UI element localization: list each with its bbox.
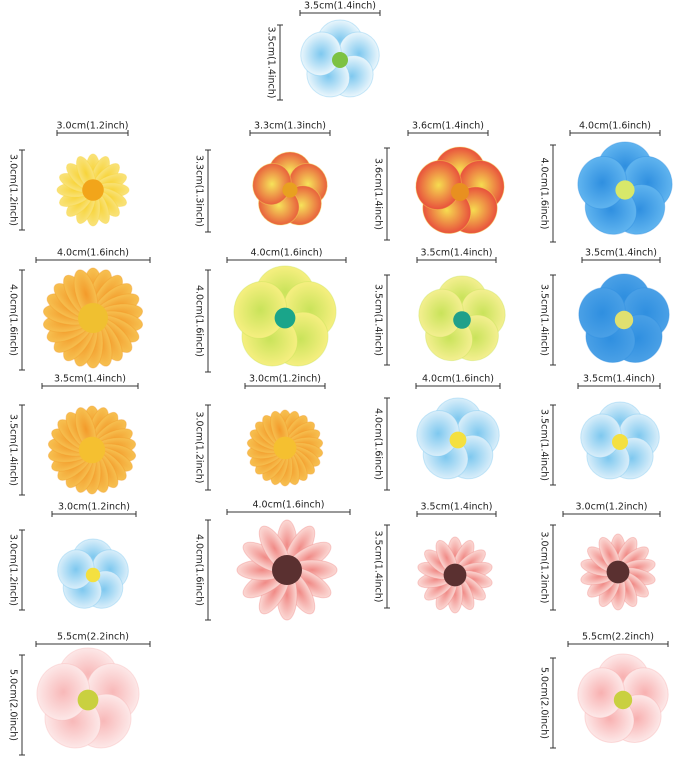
flower	[577, 653, 669, 743]
width-label: 3.5cm(1.4inch)	[583, 374, 655, 385]
flower-center	[451, 183, 469, 201]
flower-center	[78, 436, 106, 464]
height-label: 3.5cm(1.4inch)	[373, 530, 384, 602]
width-label: 5.5cm(2.2inch)	[57, 632, 129, 643]
flower-center	[274, 307, 296, 329]
height-label: 3.5cm(1.4inch)	[539, 409, 550, 481]
width-label: 4.0cm(1.6inch)	[252, 500, 324, 511]
width-label: 3.5cm(1.4inch)	[420, 248, 492, 259]
height-label: 3.0cm(1.2inch)	[194, 411, 205, 483]
width-label: 3.3cm(1.3inch)	[254, 121, 326, 132]
height-label: 5.0cm(2.0inch)	[539, 667, 550, 739]
flower	[246, 409, 324, 487]
flower	[580, 401, 660, 480]
flower-center	[332, 52, 348, 68]
flower	[47, 405, 137, 495]
flower	[417, 536, 493, 614]
flower	[577, 141, 673, 235]
flower	[418, 275, 506, 362]
width-label: 3.0cm(1.2inch)	[58, 502, 130, 513]
width-label: 3.5cm(1.4inch)	[585, 248, 657, 259]
flower-center	[615, 180, 635, 200]
flower	[580, 533, 656, 611]
width-label: 3.5cm(1.4inch)	[420, 502, 492, 513]
flower-center	[614, 310, 634, 330]
flower-center	[606, 560, 630, 584]
flower	[252, 151, 328, 226]
height-label: 4.0cm(1.6inch)	[194, 534, 205, 606]
flower-center	[85, 567, 101, 583]
height-label: 3.0cm(1.2inch)	[8, 154, 19, 226]
height-label: 4.0cm(1.6inch)	[194, 285, 205, 357]
flower-center	[453, 311, 471, 329]
height-label: 4.0cm(1.6inch)	[539, 157, 550, 229]
flower	[36, 647, 140, 749]
flower-center	[612, 434, 628, 450]
width-label: 3.5cm(1.4inch)	[304, 1, 376, 12]
flower-center	[443, 563, 467, 587]
height-label: 3.5cm(1.4inch)	[373, 284, 384, 356]
width-label: 4.0cm(1.6inch)	[57, 248, 129, 259]
flower	[233, 265, 337, 367]
flower-center	[282, 182, 298, 198]
flower	[42, 267, 144, 369]
width-label: 5.5cm(2.2inch)	[582, 632, 654, 643]
width-label: 4.0cm(1.6inch)	[579, 121, 651, 132]
flower	[578, 273, 670, 363]
height-label: 4.0cm(1.6inch)	[373, 408, 384, 480]
height-label: 3.5cm(1.4inch)	[266, 26, 277, 98]
flower-center	[273, 436, 297, 460]
height-label: 3.0cm(1.2inch)	[539, 531, 550, 603]
flower-center	[272, 555, 302, 585]
width-label: 3.0cm(1.2inch)	[249, 374, 321, 385]
height-label: 3.3cm(1.3inch)	[194, 155, 205, 227]
width-label: 3.5cm(1.4inch)	[54, 374, 126, 385]
height-label: 5.0cm(2.0inch)	[8, 669, 19, 741]
width-label: 3.0cm(1.2inch)	[575, 502, 647, 513]
height-label: 3.6cm(1.4inch)	[373, 158, 384, 230]
height-label: 4.0cm(1.6inch)	[8, 284, 19, 356]
flower-center	[78, 303, 108, 333]
height-label: 3.5cm(1.4inch)	[539, 284, 550, 356]
height-label: 3.5cm(1.4inch)	[8, 414, 19, 486]
height-label: 3.0cm(1.2inch)	[8, 534, 19, 606]
flower	[415, 146, 505, 235]
flower-center	[82, 179, 104, 201]
flower-center	[77, 689, 99, 711]
flower-center	[613, 690, 633, 710]
width-label: 3.6cm(1.4inch)	[412, 121, 484, 132]
flower	[300, 19, 380, 98]
flower-center	[449, 431, 467, 449]
flower	[57, 538, 129, 609]
width-label: 3.0cm(1.2inch)	[56, 121, 128, 132]
width-label: 4.0cm(1.6inch)	[422, 374, 494, 385]
width-label: 4.0cm(1.6inch)	[250, 248, 322, 259]
flower	[416, 397, 500, 480]
flower	[56, 153, 130, 227]
flower	[236, 519, 338, 621]
